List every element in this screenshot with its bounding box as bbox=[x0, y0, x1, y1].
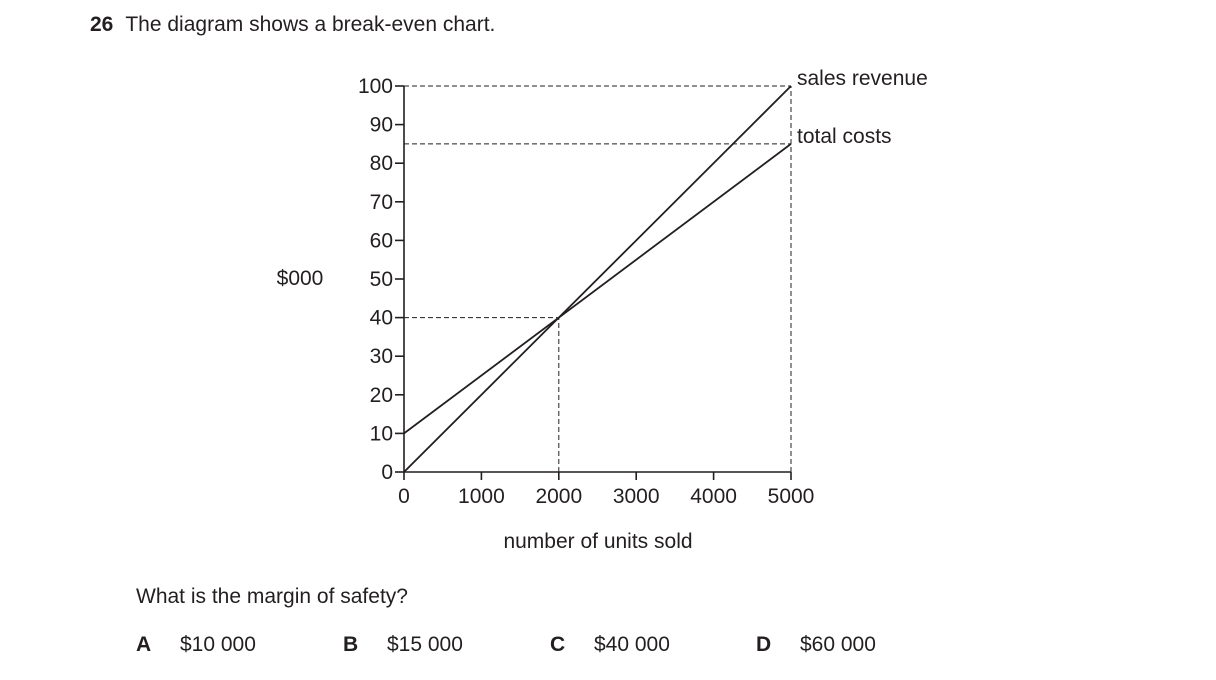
y-ticks: 0 10 20 30 40 50 60 70 80 90 100 bbox=[358, 75, 404, 484]
option-c-text: $40 000 bbox=[594, 633, 670, 656]
reference-lines bbox=[404, 85, 792, 472]
y-tick-label-0: 0 bbox=[381, 461, 393, 484]
x-tick-label-2000: 2000 bbox=[535, 485, 582, 508]
y-tick-label-50: 50 bbox=[370, 268, 393, 291]
option-d-text: $60 000 bbox=[800, 633, 876, 656]
option-c[interactable]: C $40 000 bbox=[550, 633, 670, 657]
question-header: 26 The diagram shows a break-even chart. bbox=[90, 13, 495, 37]
series-line-total-costs bbox=[403, 143, 792, 435]
y-tick-label-30: 30 bbox=[370, 345, 393, 368]
series-lines bbox=[403, 85, 792, 473]
y-tick-label-20: 20 bbox=[370, 384, 393, 407]
option-a[interactable]: A $10 000 bbox=[136, 633, 256, 657]
y-axis-label: $000 bbox=[277, 267, 324, 290]
question-stem: The diagram shows a break-even chart. bbox=[125, 13, 496, 36]
series-label-sales-revenue: sales revenue bbox=[797, 67, 928, 90]
option-a-letter: A bbox=[136, 633, 152, 656]
y-tick-label-60: 60 bbox=[370, 229, 393, 252]
option-b[interactable]: B $15 000 bbox=[343, 633, 463, 657]
x-axis-label: number of units sold bbox=[503, 530, 692, 553]
option-b-text: $15 000 bbox=[387, 633, 463, 656]
question-number: 26 bbox=[90, 13, 114, 36]
option-c-letter: C bbox=[550, 633, 566, 656]
x-tick-label-5000: 5000 bbox=[768, 485, 815, 508]
series-labels: sales revenue total costs bbox=[797, 67, 928, 148]
x-tick-label-4000: 4000 bbox=[690, 485, 737, 508]
x-tick-label-3000: 3000 bbox=[613, 485, 660, 508]
option-d[interactable]: D $60 000 bbox=[756, 633, 876, 657]
option-d-letter: D bbox=[756, 633, 772, 656]
y-tick-label-80: 80 bbox=[370, 152, 393, 175]
x-ticks: 0 1000 2000 3000 4000 5000 bbox=[398, 472, 814, 508]
series-label-total-costs: total costs bbox=[797, 125, 892, 148]
x-tick-label-1000: 1000 bbox=[458, 485, 505, 508]
y-tick-label-90: 90 bbox=[370, 114, 393, 137]
option-a-text: $10 000 bbox=[180, 633, 256, 656]
series-line-sales-revenue bbox=[403, 85, 792, 473]
x-tick-label-0: 0 bbox=[398, 485, 410, 508]
y-tick-label-70: 70 bbox=[370, 191, 393, 214]
question-ask: What is the margin of safety? bbox=[136, 585, 408, 608]
y-tick-label-10: 10 bbox=[370, 422, 393, 445]
y-tick-label-100: 100 bbox=[358, 75, 393, 98]
y-tick-label-40: 40 bbox=[370, 307, 393, 330]
option-b-letter: B bbox=[343, 633, 359, 656]
